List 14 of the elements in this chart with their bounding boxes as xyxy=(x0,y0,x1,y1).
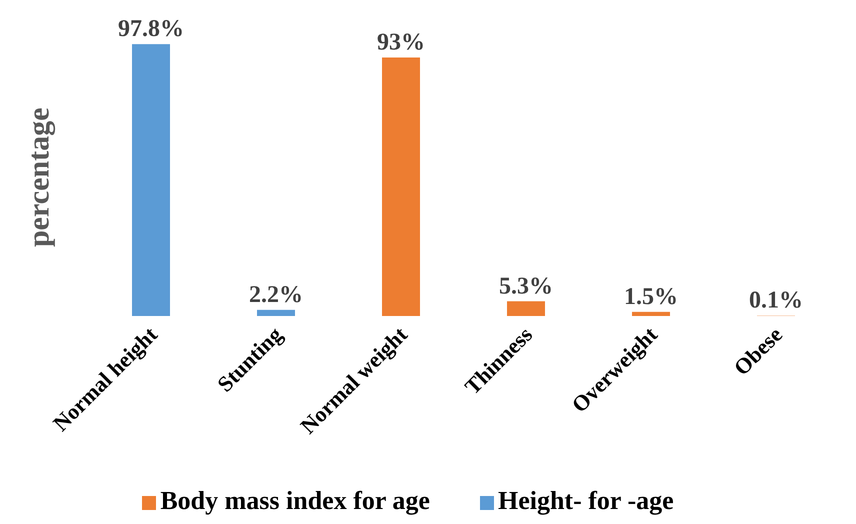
bar xyxy=(132,44,170,316)
data-label: 1.5% xyxy=(624,284,678,310)
bar xyxy=(632,312,670,316)
data-label: 2.2% xyxy=(249,282,303,308)
legend-label: Body mass index for age xyxy=(160,486,430,515)
bar xyxy=(382,57,420,316)
bar xyxy=(507,301,545,316)
legend-label: Height- for -age xyxy=(498,486,674,515)
bar xyxy=(257,310,295,316)
data-label: 93% xyxy=(377,29,425,56)
data-label: 97.8% xyxy=(118,16,184,42)
data-label: 0.1% xyxy=(749,288,803,314)
y-axis-title: percentage xyxy=(22,108,56,247)
data-label: 5.3% xyxy=(499,273,553,300)
